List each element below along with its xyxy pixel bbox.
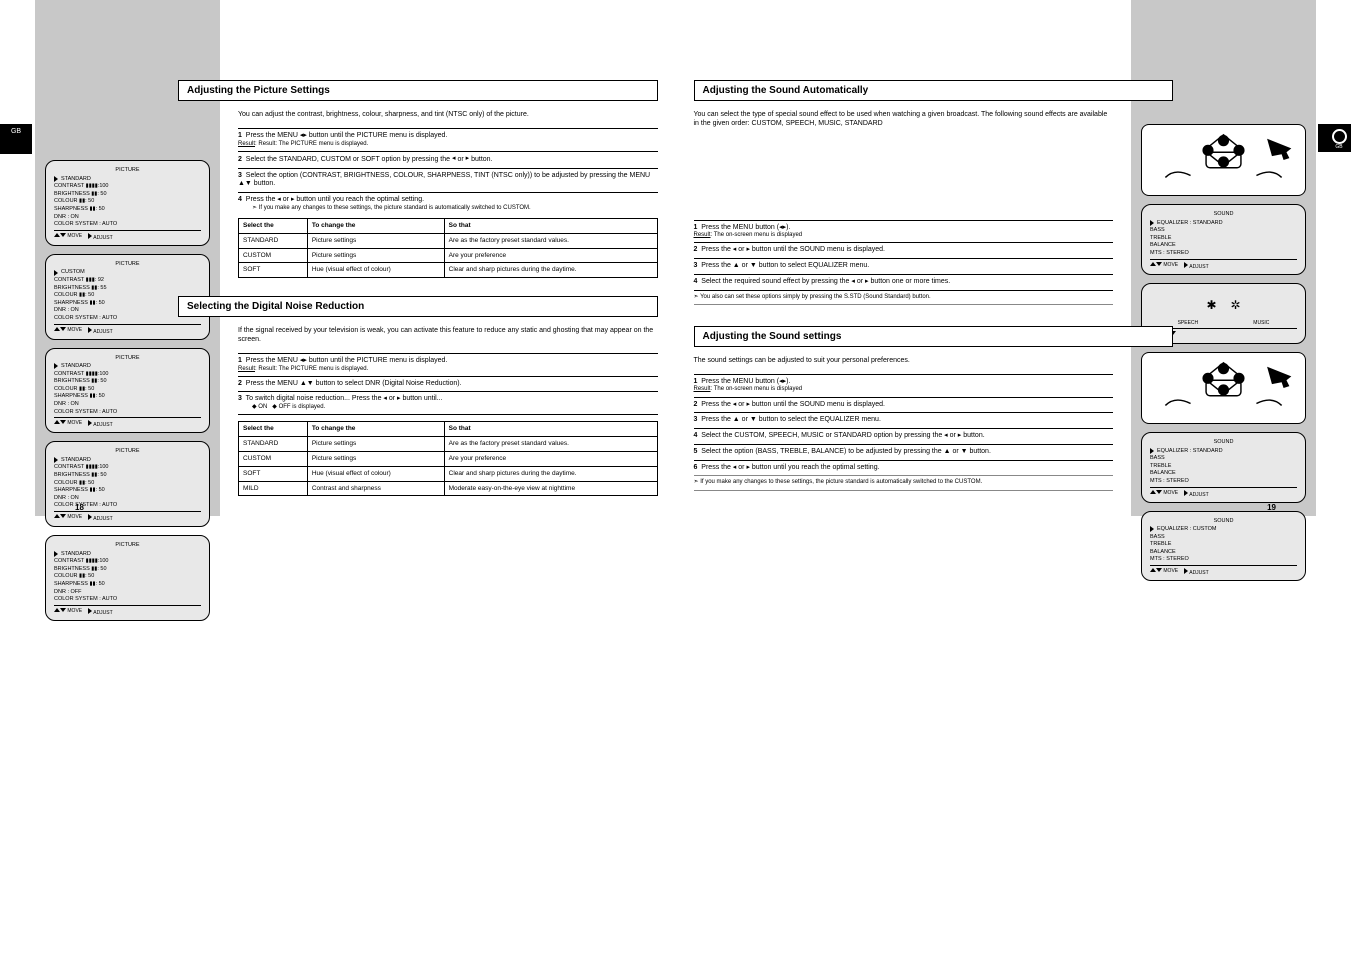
table-cell: Are your preference: [444, 452, 657, 467]
table-cell: CUSTOM: [239, 248, 308, 263]
osd-screen: PICTURE STANDARDCONTRAST ▮▮▮▮:100BRIGHTN…: [45, 160, 210, 246]
table-cell: STANDARD: [239, 233, 308, 248]
osd-screen: PICTURE STANDARDCONTRAST ▮▮▮▮:100BRIGHTN…: [45, 348, 210, 434]
table-cell: Moderate easy-on-the-eye view at nightti…: [444, 481, 657, 496]
osd-screen: PICTURE STANDARDCONTRAST ▮▮▮▮:100BRIGHTN…: [45, 441, 210, 527]
section2-intro: If the signal received by your televisio…: [238, 327, 658, 345]
table-cell: Are as the factory preset standard value…: [444, 437, 657, 452]
sec3-step4: 4 Select the required sound effect by pr…: [694, 278, 1114, 287]
edge-tab-left: GB: [0, 124, 32, 154]
edge-tab-right: GB: [1318, 124, 1351, 152]
page-number-right: 19: [1267, 503, 1276, 512]
circle-icon: [1332, 129, 1347, 144]
osd-screen: SOUND EQUALIZER : CUSTOMBASSTREBLEBALANC…: [1141, 511, 1306, 582]
sec4-step4: 4 Select the CUSTOM, SPEECH, MUSIC or ST…: [694, 432, 1114, 441]
remote-illustration: [1141, 352, 1306, 424]
continue-arrow-left: [110, 629, 146, 655]
table-header: To change the: [307, 422, 444, 437]
table-cell: Hue (visual effect of colour): [307, 263, 444, 278]
sec3-step1-result: Result: The on-screen menu is displayed: [694, 232, 1114, 239]
table-cell: SOFT: [239, 466, 308, 481]
sec2-table: Select theTo change theSo that STANDARDP…: [238, 421, 658, 496]
content-right: Adjusting the Sound Automatically You ca…: [676, 0, 1132, 516]
table-row: STANDARDPicture settingsAre as the facto…: [239, 437, 658, 452]
sec4-step5: 5 Select the option (BASS, TREBLE, BALAN…: [694, 448, 1114, 457]
page-number-left: 18: [75, 503, 84, 512]
sec2-step3b: ◆ ON ◆ OFF is displayed.: [238, 404, 658, 411]
manual-spread: GB PICTURE STANDARDCONTRAST ▮▮▮▮:100BRIG…: [0, 0, 1351, 516]
margin-right: [1316, 0, 1351, 516]
sec1-note: ➣ If you make any changes to these setti…: [238, 205, 658, 212]
remote-illustration: [1141, 124, 1306, 196]
section2-title: Selecting the Digital Noise Reduction: [178, 296, 658, 317]
table-cell: CUSTOM: [239, 452, 308, 467]
table-cell: Are as the factory preset standard value…: [444, 233, 657, 248]
sec1-step1: 1 Press the MENU ◂▸ button until the PIC…: [238, 132, 658, 141]
table-header: Select the: [239, 219, 308, 234]
sidebar-right: GB SOUND EQUALIZER : STANDARDBASSTREBLEB…: [1131, 0, 1316, 516]
section1-title: Adjusting the Picture Settings: [178, 80, 658, 101]
table-cell: MILD: [239, 481, 308, 496]
table-row: CUSTOMPicture settingsAre your preferenc…: [239, 452, 658, 467]
table-cell: Are your preference: [444, 248, 657, 263]
continue-arrow-right: [1206, 589, 1242, 615]
table-row: SOFTHue (visual effect of colour)Clear a…: [239, 263, 658, 278]
sec4-step1-result: Result: The on-screen menu is displayed: [694, 386, 1114, 393]
tab-left-label: GB: [6, 128, 26, 136]
table-cell: SOFT: [239, 263, 308, 278]
sec1-table: Select theTo change theSo that STANDARDP…: [238, 218, 658, 278]
sec2-step2: 2 Press the MENU ▲▼ button to select DNR…: [238, 380, 658, 389]
sec3-step3: 3 Press the ▲ or ▼ button to select EQUA…: [694, 262, 1114, 271]
table-header: So that: [444, 219, 657, 234]
sec1-step2: 2 Select the STANDARD, CUSTOM or SOFT op…: [238, 155, 658, 165]
sec3-step2: 2 Press the ◂ or ▸ button until the SOUN…: [694, 246, 1114, 255]
sec1-step3: 3 Select the option (CONTRAST, BRIGHTNES…: [238, 172, 658, 190]
table-cell: Contrast and sharpness: [307, 481, 444, 496]
sec4-step2: 2 Press the ◂ or ▸ button until the SOUN…: [694, 401, 1114, 410]
table-header: So that: [444, 422, 657, 437]
table-cell: Picture settings: [307, 452, 444, 467]
sec2-step1: 1 Press the MENU ◂▸ button until the PIC…: [238, 357, 658, 366]
table-row: STANDARDPicture settingsAre as the facto…: [239, 233, 658, 248]
table-cell: STANDARD: [239, 437, 308, 452]
table-row: CUSTOMPicture settingsAre your preferenc…: [239, 248, 658, 263]
sec1-step1-result: Result: Result: The PICTURE menu is disp…: [238, 141, 658, 148]
table-header: Select the: [239, 422, 308, 437]
osd-stack-right: SOUND EQUALIZER : STANDARDBASSTREBLEBALA…: [1141, 124, 1306, 615]
table-header: To change the: [307, 219, 444, 234]
section1-intro: You can adjust the contrast, brightness,…: [238, 111, 658, 120]
osd-screen: SOUND EQUALIZER : STANDARDBASSTREBLEBALA…: [1141, 204, 1306, 275]
section4-title: Adjusting the Sound settings: [694, 326, 1174, 347]
table-cell: Clear and sharp pictures during the dayt…: [444, 263, 657, 278]
table-cell: Picture settings: [307, 233, 444, 248]
osd-stack-left: PICTURE STANDARDCONTRAST ▮▮▮▮:100BRIGHTN…: [45, 160, 210, 655]
margin-left: [0, 0, 35, 516]
osd-screen: SOUND EQUALIZER : STANDARDBASSTREBLEBALA…: [1141, 432, 1306, 503]
table-cell: Clear and sharp pictures during the dayt…: [444, 466, 657, 481]
tab-right-label: GB: [1324, 145, 1351, 151]
section3-intro: You can select the type of special sound…: [694, 111, 1114, 129]
sec4-note: ➣ If you make any changes to these setti…: [694, 479, 1114, 486]
table-cell: Hue (visual effect of colour): [307, 466, 444, 481]
sidebar-left: GB PICTURE STANDARDCONTRAST ▮▮▮▮:100BRIG…: [35, 0, 220, 516]
table-cell: Picture settings: [307, 437, 444, 452]
content-left: Adjusting the Picture Settings You can a…: [220, 0, 676, 516]
table-row: MILDContrast and sharpnessModerate easy-…: [239, 481, 658, 496]
sec3-step1: 1 Press the MENU button (◂▸).: [694, 224, 1114, 233]
sec3-note: ➣ You also can set these options simply …: [694, 294, 1114, 301]
table-row: SOFTHue (visual effect of colour)Clear a…: [239, 466, 658, 481]
sec4-step3: 3 Press the ▲ or ▼ button to select the …: [694, 416, 1114, 425]
sec1-step4: 4 Press the ◂ or ▸ button until you reac…: [238, 196, 658, 205]
section4-intro: The sound settings can be adjusted to su…: [694, 357, 1114, 366]
sec4-step1: 1 Press the MENU button (◂▸).: [694, 378, 1114, 387]
sec4-step6: 6 Press the ◂ or ▸ button until you reac…: [694, 464, 1114, 473]
table-cell: Picture settings: [307, 248, 444, 263]
sec2-step3: 3 To switch digital noise reduction... P…: [238, 395, 658, 404]
sec2-step1-result: Result: Result: The PICTURE menu is disp…: [238, 366, 658, 373]
section3-title: Adjusting the Sound Automatically: [694, 80, 1174, 101]
osd-screen: PICTURE STANDARDCONTRAST ▮▮▮▮:100BRIGHTN…: [45, 535, 210, 621]
